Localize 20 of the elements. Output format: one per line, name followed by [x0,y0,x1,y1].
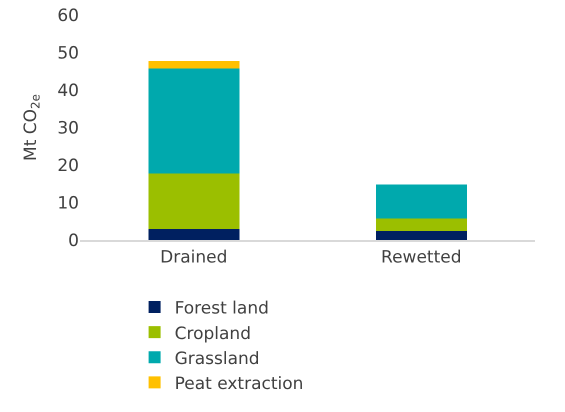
bar [376,218,467,231]
y-tick-label: 60 [57,6,79,26]
bar [148,229,240,240]
y-tick-label: 0 [68,230,79,251]
bar [376,184,467,219]
y-tick-label: 50 [57,43,79,64]
bar [148,174,240,230]
legend-label: Forest land [174,298,269,319]
y-tick-label: 20 [57,156,79,176]
x-tick-label: Drained [160,247,228,268]
y-tick-label: 30 [57,118,79,138]
bar [376,231,467,240]
x-tick-label: Rewetted [381,247,462,268]
legend-label: Grassland [174,348,260,369]
legend-label: Peat extraction [174,374,304,394]
bar [148,60,240,69]
y-tick-label: 10 [57,193,79,214]
y-tick-label: 40 [57,80,79,101]
legend-label: Cropland [174,324,251,344]
bar [148,68,240,174]
